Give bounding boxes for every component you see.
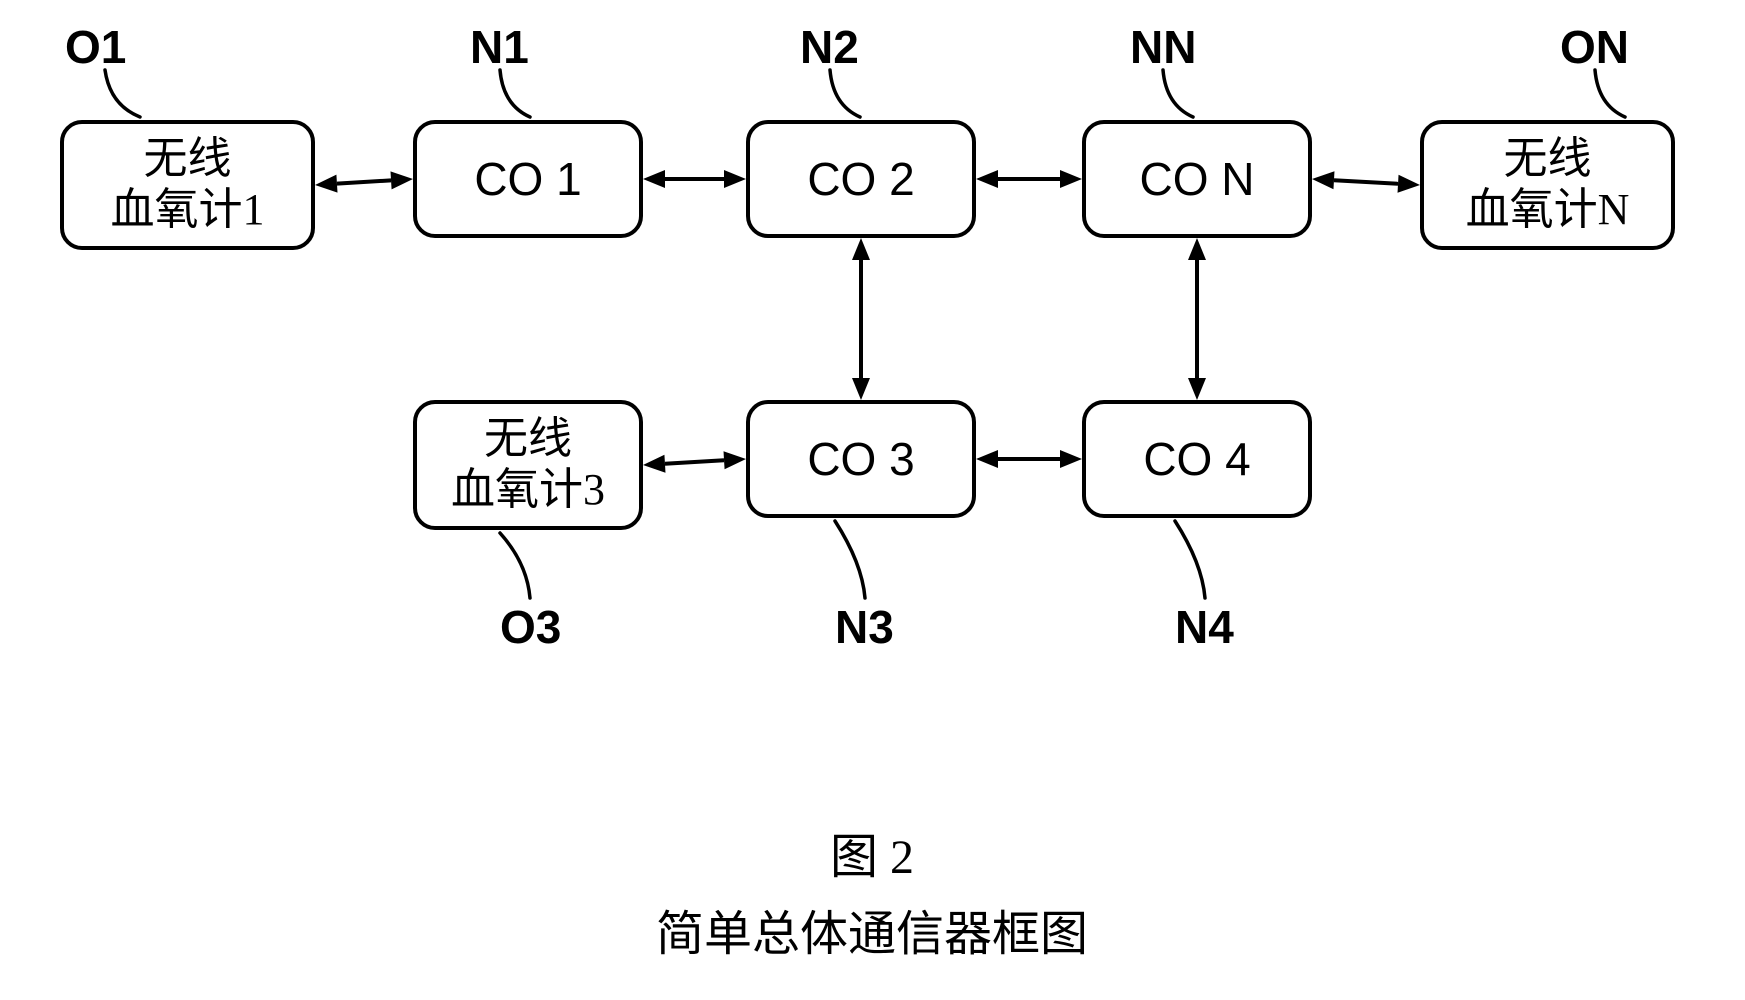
figure-caption: 图 2 简单总体通信器框图 <box>572 820 1172 974</box>
diagram-canvas: 无线血氧计1 CO 1 CO 2 CO N 无线血氧计N 无线血氧计3 CO 3… <box>0 0 1745 1000</box>
caption-line-1: 图 2 <box>572 820 1172 897</box>
caption-line-2: 简单总体通信器框图 <box>572 897 1172 974</box>
